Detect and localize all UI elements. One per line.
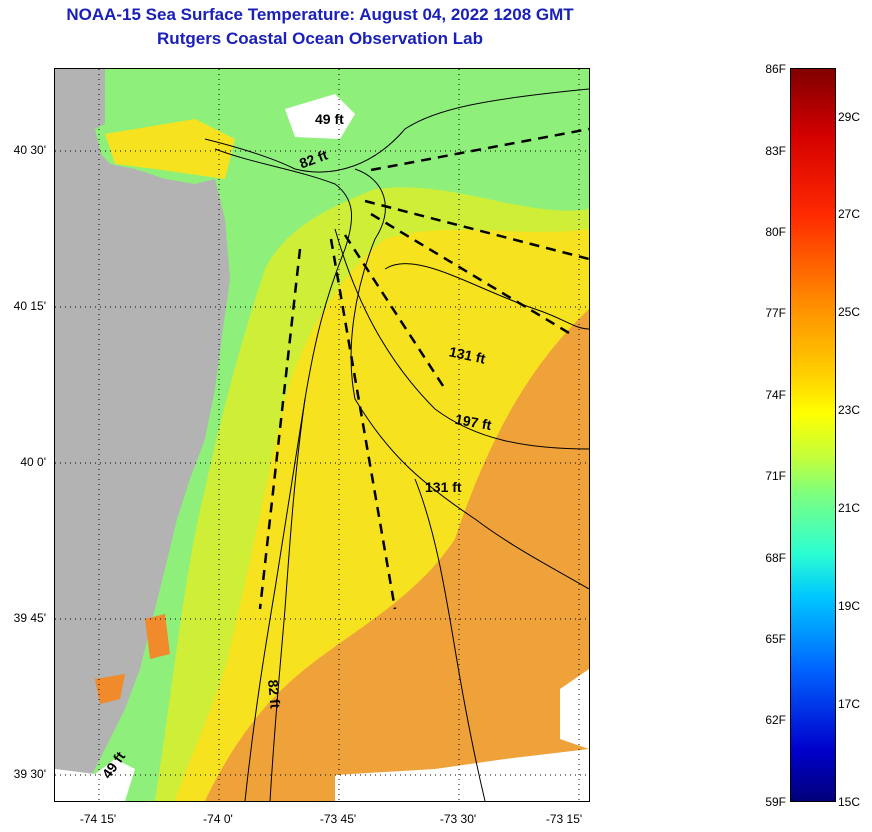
land-mass [55,69,230,801]
lat-label: 40 30' [13,143,46,157]
lat-label: 40 15' [13,299,46,313]
nodata-patch [335,749,589,801]
nodata-patch [55,759,135,801]
colorbar-f-label: 65F [765,632,786,646]
sst-map-canvas [55,69,589,801]
nodata-patch [560,669,589,749]
colorbar-c-label: 15C [838,795,861,809]
lat-label: 39 45' [13,611,46,625]
colorbar-f-label: 62F [765,713,786,727]
colorbar-c-label: 23C [838,403,861,417]
colorbar-f-label: 68F [765,551,786,565]
sst-warm-spot [145,614,170,659]
colorbar-c-label: 29C [838,110,861,124]
map-grid [55,69,589,801]
colorbar-c-label: 21C [838,501,861,515]
depth-label: 49 ft [315,111,344,127]
lat-label: 40 0' [20,455,46,469]
colorbar-f-label: 77F [765,306,786,320]
map-title: NOAA-15 Sea Surface Temperature: August … [66,5,574,24]
sst-harbor-patch [105,119,235,179]
lon-label: -73 30' [439,812,477,826]
colorbar-f-label: 86F [765,62,786,76]
colorbar-c-label: 27C [838,207,861,221]
dashed-lines [258,127,589,610]
colorbar-f-label: 74F [765,388,786,402]
lon-label: -74 0' [203,812,233,826]
sst-warm-spot [95,674,125,704]
colorbar-c-label: 25C [838,305,861,319]
colorbar-f-label: 59F [765,795,786,809]
colorbar-c-label: 17C [838,697,861,711]
colorbar-c-label: 19C [838,599,861,613]
lon-label: -74 15' [79,812,117,826]
temperature-colorbar [790,68,836,802]
depth-label: 82 ft [265,679,284,710]
lat-label: 39 30' [13,767,46,781]
lon-label: -73 15' [545,812,583,826]
colorbar-f-label: 83F [765,144,786,158]
sst-map[interactable]: 49 ft 82 ft 131 ft 197 ft 131 ft 82 ft 4… [54,68,590,802]
colorbar-f-label: 71F [765,469,786,483]
lon-label: -73 45' [319,812,357,826]
map-subtitle: Rutgers Coastal Ocean Observation Lab [157,29,483,48]
colorbar-f-label: 80F [765,225,786,239]
depth-label: 131 ft [425,479,462,495]
bathymetry-contours [204,88,589,801]
nodata-patch [285,94,355,139]
